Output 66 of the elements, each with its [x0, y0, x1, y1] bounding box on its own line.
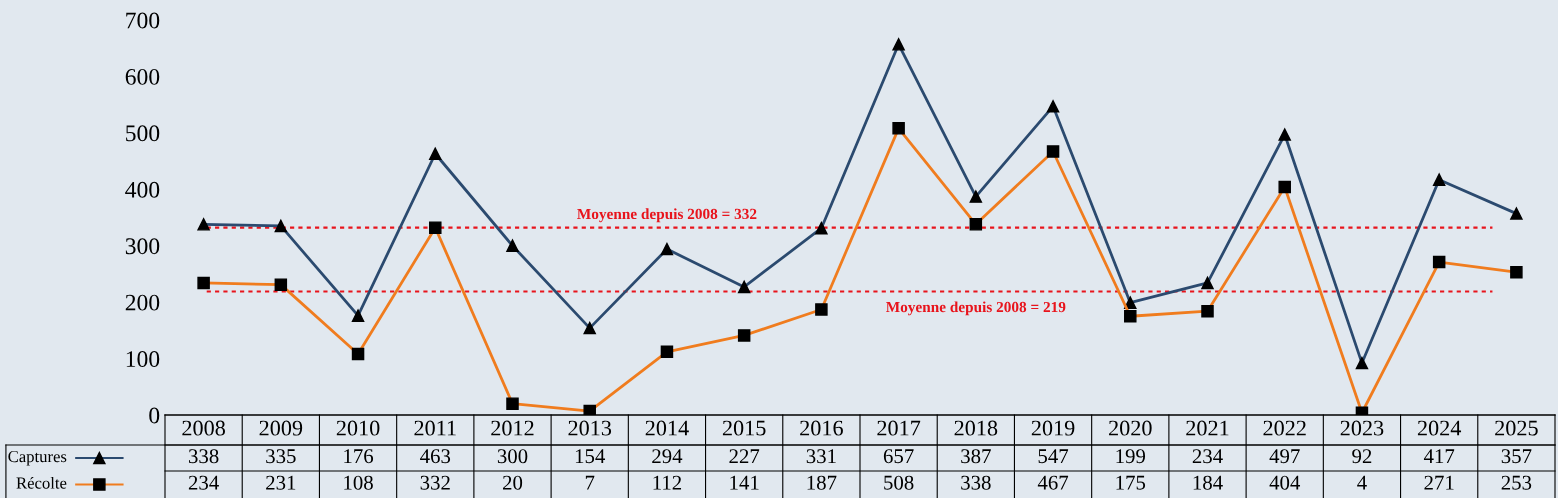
x-tick-label: 2012 [491, 420, 534, 436]
x-tick-label: 2009 [259, 420, 303, 436]
data-label: 175 [1116, 475, 1146, 490]
x-tick-label: 2025 [1495, 420, 1538, 436]
data-label: 417 [1423, 449, 1455, 464]
y-tick-label: 100 [126, 351, 160, 367]
x-tick-label: 2017 [877, 420, 921, 436]
data-label: 112 [653, 475, 682, 490]
data-label: 108 [344, 475, 373, 490]
data-label: 404 [1269, 475, 1301, 490]
data-label: 300 [497, 449, 528, 464]
data-label: 176 [344, 449, 374, 464]
data-label: 497 [1269, 449, 1300, 464]
legend-label: Captures [8, 450, 67, 466]
y-tick-label: 400 [125, 181, 160, 198]
data-label: 20 [503, 475, 523, 490]
data-label: 234 [188, 475, 219, 490]
x-tick-label: 2019 [1031, 420, 1075, 436]
x-tick-label: 2013 [568, 420, 612, 436]
x-tick-label: 2021 [1186, 420, 1229, 436]
x-tick-label: 2014 [645, 420, 689, 436]
x-tick-label: 2011 [414, 420, 456, 436]
data-label: 187 [807, 475, 837, 490]
data-label: 331 [806, 449, 836, 464]
x-tick-label: 2010 [336, 420, 380, 436]
x-tick-label: 2023 [1340, 420, 1384, 436]
x-tick-label: 2024 [1417, 420, 1462, 436]
data-label: 547 [1038, 449, 1069, 464]
data-label: 463 [420, 449, 451, 464]
data-label: 357 [1501, 449, 1532, 464]
y-tick-label: 0 [149, 407, 160, 424]
x-tick-label: 2018 [954, 420, 998, 436]
data-label: 7 [585, 475, 595, 490]
data-label: 338 [961, 475, 991, 490]
y-tick-label: 200 [125, 294, 160, 311]
data-label: 271 [1424, 475, 1454, 490]
data-label: 231 [266, 475, 296, 490]
data-label: 234 [1192, 449, 1223, 464]
y-tick-label: 600 [125, 68, 160, 85]
y-tick-label: 500 [126, 125, 160, 142]
data-label: 253 [1501, 475, 1532, 490]
x-tick-label: 2020 [1109, 420, 1152, 436]
data-label: 4 [1357, 475, 1367, 490]
x-tick-label: 2008 [182, 420, 225, 436]
data-label: 154 [575, 449, 606, 464]
data-label: 227 [729, 449, 760, 464]
legend-label: Récolte [16, 476, 67, 489]
data-label: 332 [420, 475, 450, 490]
y-tick-label: 300 [125, 238, 160, 255]
ref-line-label: Moyenne depuis 2008 = 219 [886, 301, 1066, 316]
data-label: 335 [266, 449, 296, 464]
ref-line-label: Moyenne depuis 2008 = 332 [577, 208, 757, 223]
data-label: 657 [883, 449, 914, 464]
data-label: 338 [188, 449, 219, 464]
y-tick-label: 700 [126, 12, 160, 29]
x-tick-label: 2016 [800, 420, 843, 436]
data-label: 508 [884, 475, 914, 490]
data-label: 199 [1116, 449, 1146, 464]
data-label: 141 [730, 475, 759, 490]
data-label: 467 [1037, 475, 1069, 490]
x-tick-label: 2015 [722, 420, 766, 436]
x-tick-label: 2022 [1263, 420, 1306, 436]
data-label: 294 [652, 449, 683, 464]
data-label: 387 [961, 449, 991, 464]
data-label: 92 [1352, 449, 1372, 464]
data-label: 184 [1193, 475, 1223, 490]
